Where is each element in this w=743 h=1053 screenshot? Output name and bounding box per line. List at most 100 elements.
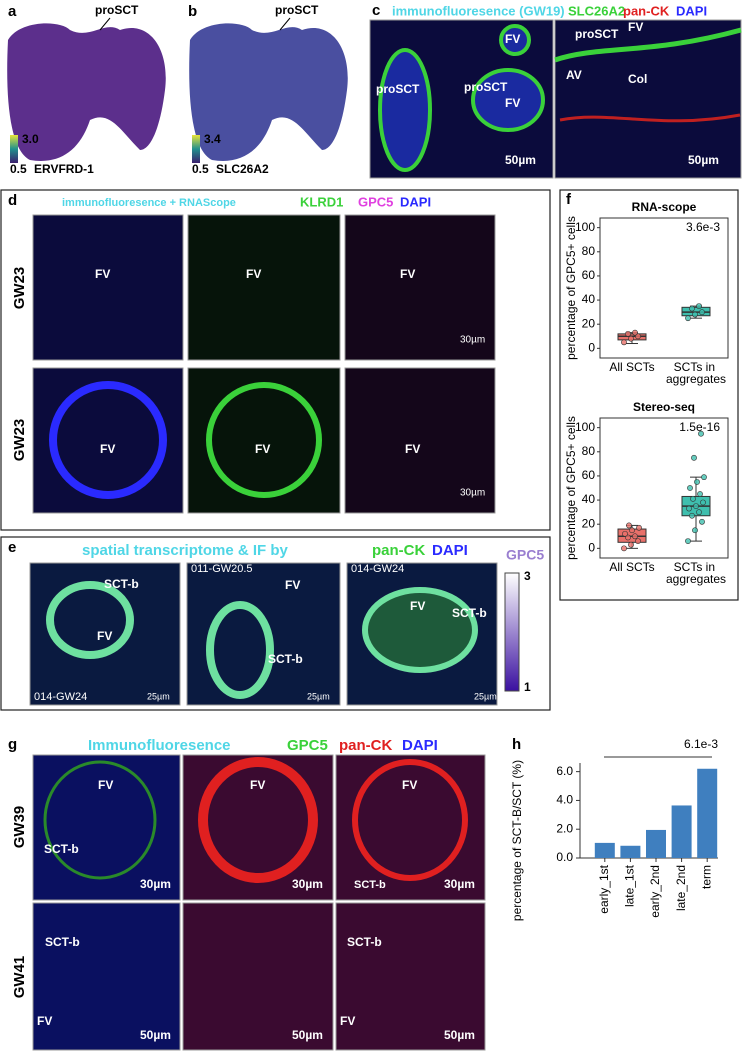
label: FV	[95, 267, 110, 281]
title: pan-CK	[623, 3, 670, 18]
label: SCT-b	[268, 652, 303, 666]
point	[689, 512, 695, 519]
y-tick-label: 20	[582, 516, 596, 530]
colorbar-tick: 1	[524, 680, 531, 694]
point	[696, 509, 702, 516]
micrograph	[344, 214, 496, 361]
y-tick-label: 0	[588, 541, 595, 555]
point	[699, 518, 705, 525]
scale-bar: 50µm	[292, 1028, 323, 1042]
panel-letter: b	[188, 3, 197, 20]
label: FV	[505, 32, 520, 46]
label: FV	[255, 442, 270, 456]
gene: ERVFRD-1	[34, 162, 94, 176]
title: DAPI	[400, 194, 431, 209]
label: FV	[97, 629, 112, 643]
membrane	[559, 113, 741, 123]
point	[696, 303, 702, 310]
y-tick-label: 6.0	[556, 764, 573, 778]
villus	[362, 587, 478, 673]
panel-letter: h	[512, 736, 521, 753]
point	[685, 315, 691, 322]
point	[632, 533, 638, 540]
label: proSCT	[95, 3, 139, 17]
villus	[46, 581, 134, 659]
bar	[671, 805, 692, 858]
point	[621, 545, 627, 552]
label: SCT-b	[45, 935, 80, 949]
title: DAPI	[432, 542, 468, 559]
x-tick-label: term	[699, 865, 713, 889]
scale-bar: 30µm	[444, 877, 475, 891]
point	[699, 309, 705, 316]
panel-frame	[559, 189, 739, 601]
villus	[206, 382, 322, 498]
y-tick-label: 40	[582, 292, 596, 306]
label: FV	[340, 1014, 355, 1028]
panel-letter: a	[8, 3, 17, 20]
micrograph	[182, 902, 334, 1051]
sample: 014-GW24	[34, 691, 87, 703]
point	[692, 311, 698, 318]
point	[628, 335, 634, 342]
point	[692, 527, 698, 534]
point	[689, 305, 695, 312]
x-tick-label: late_2nd	[674, 865, 688, 911]
y-tick-label: 0.0	[556, 850, 573, 864]
point	[625, 330, 631, 337]
umap	[7, 23, 166, 161]
villus	[499, 24, 531, 56]
sample: 011-GW20.5	[191, 563, 253, 575]
bar	[620, 845, 641, 858]
x-tick-label: late_1st	[623, 864, 637, 907]
scale-min: 0.5	[192, 162, 209, 176]
label: SCT-b	[354, 879, 386, 891]
point	[628, 541, 634, 548]
point	[636, 524, 642, 531]
villus	[471, 68, 545, 132]
annotation: 3.6e-3	[686, 220, 720, 234]
colorbar-tick: 3	[524, 569, 531, 583]
micrograph	[344, 367, 496, 514]
colorbar	[504, 572, 520, 692]
y-tick-label: 60	[582, 268, 596, 282]
title: pan-CK	[339, 737, 392, 754]
point	[697, 491, 703, 497]
label: FV	[400, 267, 415, 281]
scale-min: 0.5	[10, 162, 27, 176]
label: FV	[98, 778, 113, 792]
point	[701, 474, 707, 481]
scale-bar: 50µm	[140, 1028, 171, 1042]
panel-letter: g	[8, 736, 17, 753]
y-axis-label: percentage of GPC5+ cells	[564, 416, 578, 560]
villus	[198, 757, 318, 883]
micrograph	[32, 902, 181, 1051]
y-tick-label: 20	[582, 316, 596, 330]
point	[632, 329, 638, 336]
row-label: GW41	[11, 956, 28, 999]
micrograph	[32, 214, 184, 361]
y-tick-label: 100	[575, 420, 595, 434]
point	[686, 505, 692, 512]
title: DAPI	[676, 3, 707, 18]
chart-title: Stereo-seq	[633, 400, 695, 414]
label: AV	[566, 68, 582, 82]
y-tick-label: 60	[582, 468, 596, 482]
label: proSCT	[464, 80, 508, 94]
villus	[49, 381, 167, 499]
y-tick-label: 80	[582, 444, 596, 458]
umap	[189, 23, 348, 161]
scale-max: 3.4	[204, 132, 221, 146]
villus	[43, 760, 157, 880]
point	[626, 522, 632, 529]
label: proSCT	[575, 27, 619, 41]
bar	[697, 768, 718, 858]
point	[691, 454, 697, 461]
bar	[646, 829, 666, 858]
point	[629, 527, 635, 534]
point	[700, 499, 706, 506]
arrow	[99, 17, 111, 31]
y-tick-label: 4.0	[556, 793, 573, 807]
title: SLC26A2	[568, 3, 625, 18]
point	[622, 530, 628, 537]
